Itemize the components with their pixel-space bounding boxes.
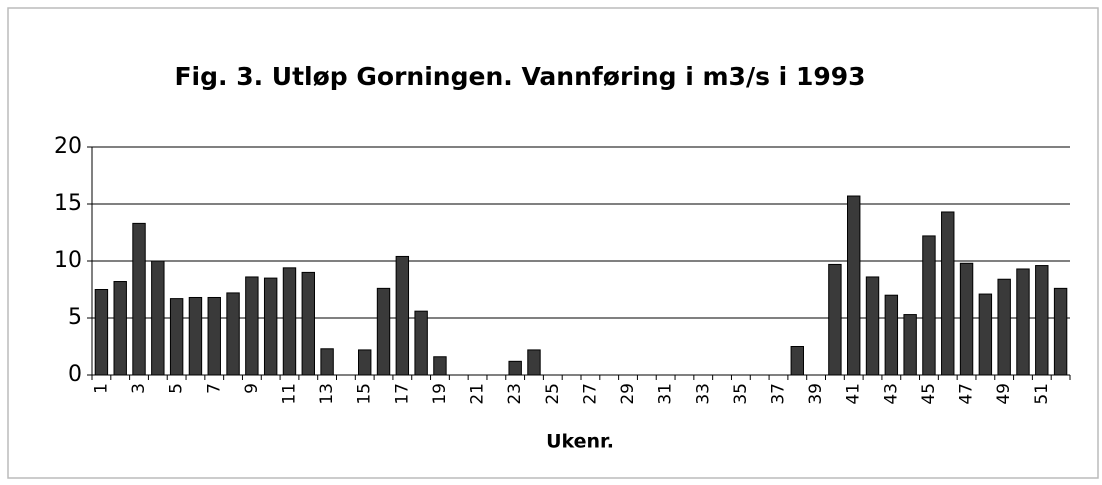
bar	[922, 235, 936, 376]
bar	[113, 281, 127, 376]
y-tick-label: 5	[68, 305, 82, 330]
x-tick-label: 23	[505, 383, 525, 405]
bar	[1016, 268, 1030, 376]
bar	[132, 222, 146, 376]
x-tick-label: 31	[656, 383, 676, 405]
x-tick-label: 47	[957, 383, 977, 405]
bar	[508, 360, 522, 376]
bar	[395, 255, 410, 376]
bar	[320, 348, 334, 376]
bar	[847, 195, 861, 376]
y-tick-label: 0	[68, 362, 82, 387]
bar	[169, 298, 184, 376]
bar	[941, 211, 955, 376]
bar	[959, 262, 974, 376]
y-tick-label: 15	[54, 191, 82, 216]
bar	[790, 346, 804, 376]
bar	[376, 287, 391, 376]
x-tick-label: 25	[543, 383, 563, 405]
bar	[207, 296, 221, 376]
bar	[414, 310, 428, 376]
bar	[282, 267, 297, 376]
bar	[188, 296, 203, 376]
bar	[865, 276, 880, 376]
x-tick-label: 19	[430, 383, 450, 405]
x-tick-label: 7	[204, 383, 224, 394]
bar	[151, 260, 165, 376]
bar	[263, 277, 278, 376]
x-tick-label: 49	[994, 383, 1014, 405]
x-tick-label: 33	[693, 383, 713, 405]
bar	[245, 276, 259, 376]
x-tick-label: 1	[91, 383, 111, 394]
bar	[828, 263, 842, 376]
bar	[1035, 265, 1049, 376]
bar	[226, 292, 240, 376]
x-tick-label: 41	[844, 383, 864, 405]
chart-border	[7, 7, 1099, 479]
x-tick-label: 11	[279, 383, 299, 405]
y-tick-label: 20	[54, 134, 82, 159]
bar	[301, 271, 315, 376]
bar	[433, 356, 447, 376]
y-tick-label: 10	[54, 248, 82, 273]
x-tick-label: 45	[919, 383, 939, 405]
x-tick-label: 51	[1032, 383, 1052, 405]
x-tick-label: 35	[731, 383, 751, 405]
x-tick-label: 17	[392, 383, 412, 405]
bar	[978, 293, 993, 376]
bar	[527, 349, 541, 376]
x-tick-label: 43	[881, 383, 901, 405]
x-tick-label: 29	[618, 383, 638, 405]
bar	[358, 349, 372, 376]
x-tick-label: 13	[317, 383, 337, 405]
x-tick-label: 5	[167, 383, 187, 394]
x-tick-label: 9	[242, 383, 262, 394]
bar	[903, 314, 917, 376]
bar	[884, 294, 899, 376]
bar	[94, 289, 109, 376]
x-tick-label: 37	[768, 383, 788, 405]
bar	[997, 278, 1011, 376]
x-axis-title: Ukenr.	[546, 431, 614, 453]
x-tick-label: 27	[580, 383, 600, 405]
x-tick-label: 3	[129, 383, 149, 394]
bar	[1053, 287, 1068, 376]
x-tick-label: 15	[355, 383, 375, 405]
chart-title: Fig. 3. Utløp Gorningen. Vannføring i m3…	[174, 62, 865, 91]
x-tick-label: 39	[806, 383, 826, 405]
x-tick-label: 21	[468, 383, 488, 405]
